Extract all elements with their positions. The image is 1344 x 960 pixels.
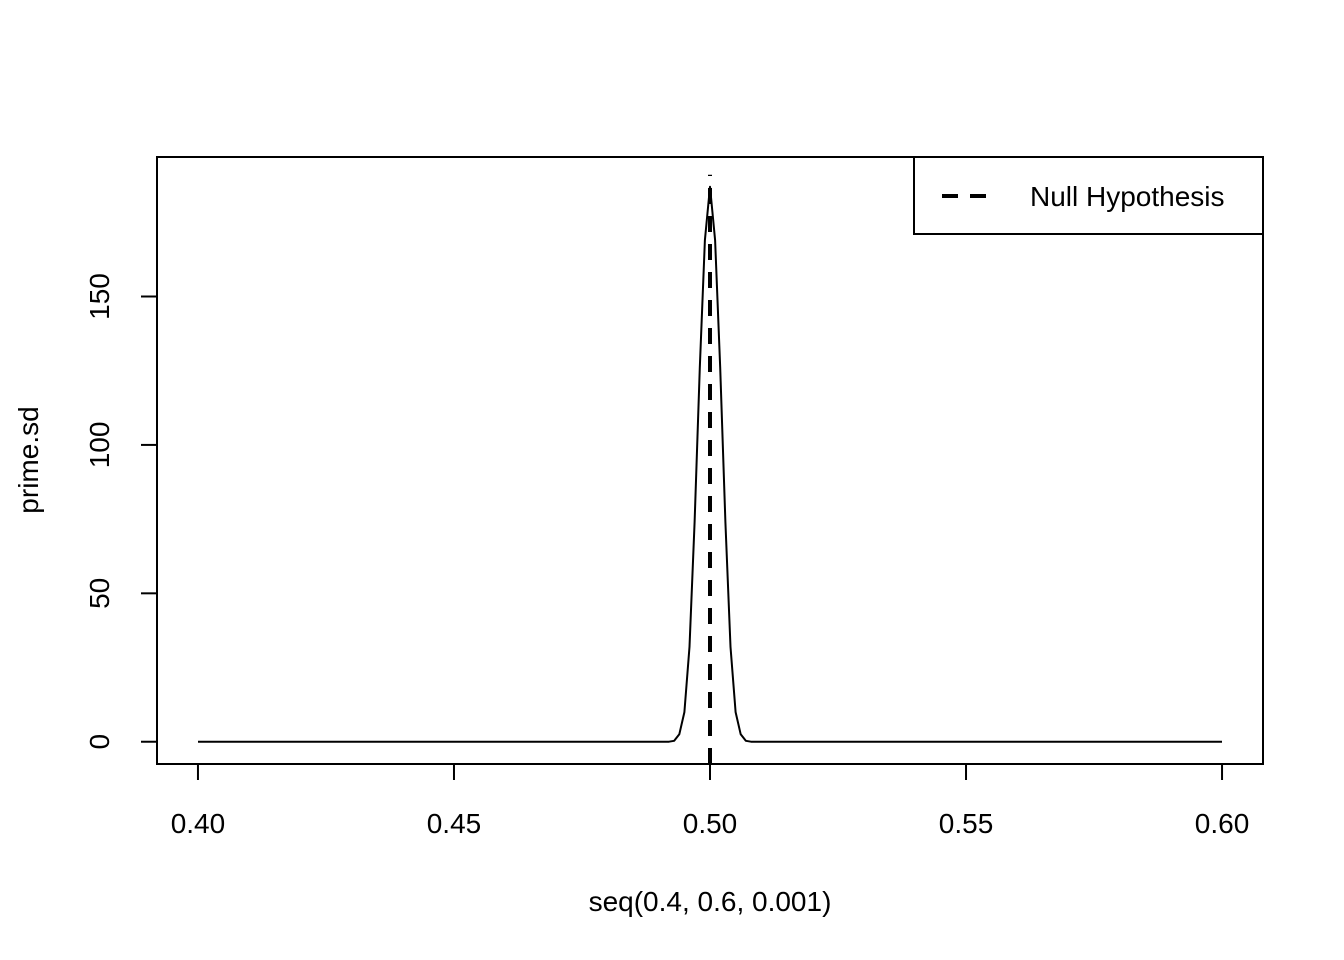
y-tick-label: 100: [84, 422, 115, 469]
plot-area: [198, 174, 1222, 764]
legend-entry-label: Null Hypothesis: [1030, 181, 1225, 212]
x-tick-label: 0.40: [171, 808, 226, 839]
y-axis: 0 50 100 150: [84, 273, 158, 750]
x-tick-label: 0.55: [939, 808, 994, 839]
series-line: [198, 185, 1222, 743]
x-tick-label: 0.60: [1195, 808, 1250, 839]
x-tick-label: 0.45: [427, 808, 482, 839]
y-tick-label: 0: [84, 734, 115, 750]
y-tick-label: 150: [84, 273, 115, 320]
y-tick-label: 50: [84, 578, 115, 609]
x-tick-label: 0.50: [683, 808, 738, 839]
legend-box: [913, 156, 1264, 235]
x-axis-label: seq(0.4, 0.6, 0.001): [589, 886, 832, 917]
x-axis: 0.40 0.45 0.50 0.55 0.60: [171, 763, 1250, 839]
y-axis-label: prime.sd: [13, 406, 44, 513]
legend: Null Hypothesis: [913, 156, 1264, 235]
